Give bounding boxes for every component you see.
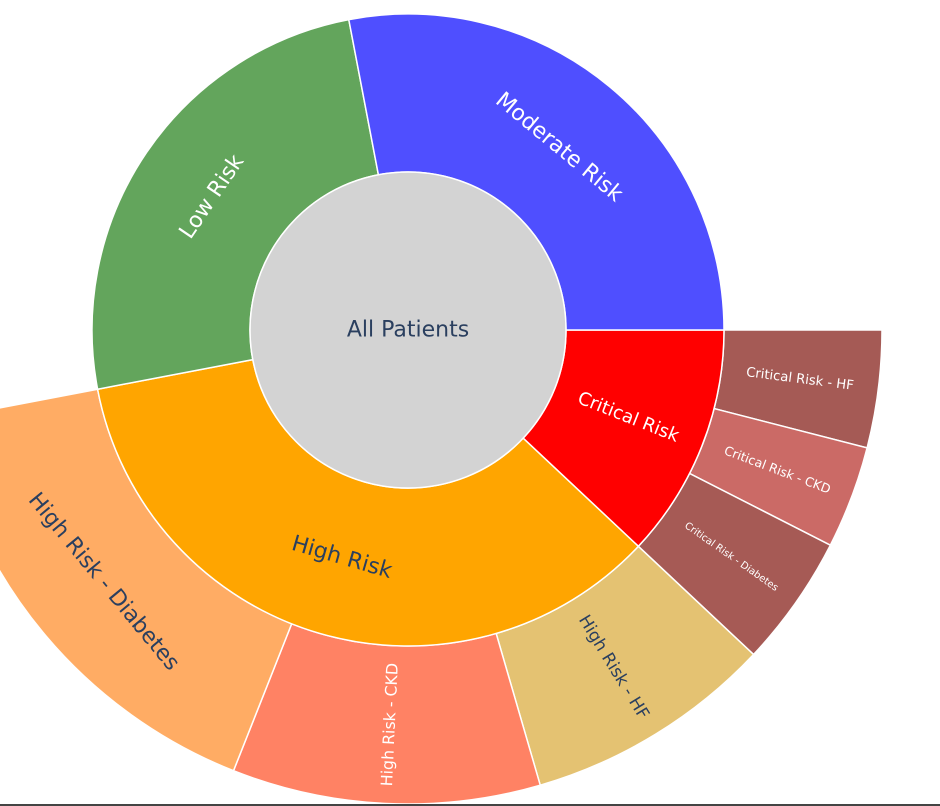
all-patients-label: All Patients xyxy=(347,318,469,343)
bottom-border xyxy=(0,804,940,806)
all-patients-segment[interactable] xyxy=(249,171,567,489)
center-node: All Patients xyxy=(249,171,567,489)
